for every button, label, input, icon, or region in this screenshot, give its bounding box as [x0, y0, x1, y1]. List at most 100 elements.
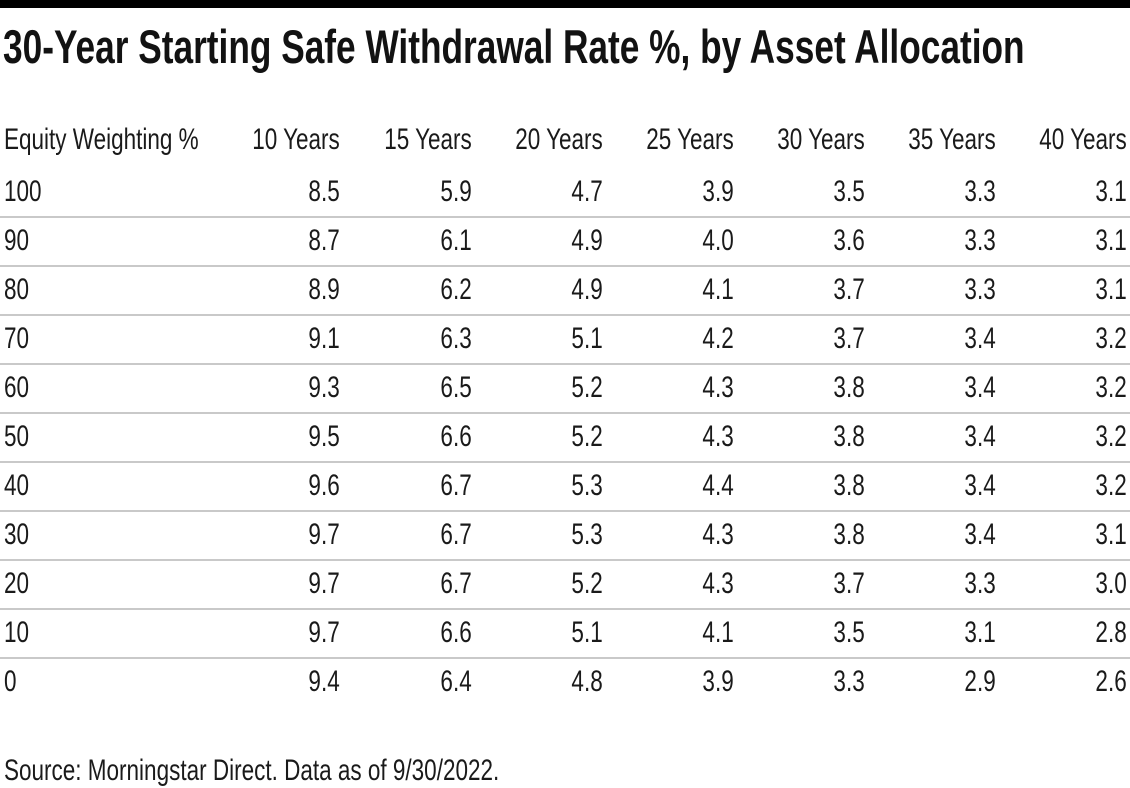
source-note: Source: Morningstar Direct. Data as of 9…: [0, 754, 1130, 788]
cell-value: 90: [4, 224, 30, 258]
swr-value-cell: 4.1: [605, 264, 737, 315]
table-row-equity-0: 0 9.4 6.4 4.8 3.9 3.3 2.9 2.6: [0, 656, 1130, 706]
swr-value-cell: 3.7: [736, 558, 868, 609]
table-row-equity-20: 20 9.7 6.7 5.2 4.3 3.7 3.3 3.0: [0, 558, 1130, 609]
swr-value-cell: 3.3: [867, 215, 999, 266]
cell-value: 3.8: [833, 420, 865, 454]
cell-value: 4.3: [702, 567, 734, 601]
cell-value: 4.3: [702, 371, 734, 405]
cell-value: 3.1: [1095, 175, 1127, 209]
swr-value-cell: 8.5: [212, 169, 343, 217]
swr-value-cell: 3.4: [867, 362, 999, 413]
cell-value: 3.2: [1095, 420, 1127, 454]
cell-value: 5.3: [571, 469, 603, 503]
cell-value: 3.1: [1095, 518, 1127, 552]
equity-weighting-cell: 90: [0, 215, 212, 266]
col-header-label: 40 Years: [1039, 122, 1127, 156]
swr-value-cell: 9.5: [212, 411, 344, 462]
cell-value: 6.6: [439, 616, 472, 650]
cell-value: 8.5: [308, 175, 341, 209]
cell-value: 3.4: [964, 371, 996, 405]
cell-value: 6.3: [439, 322, 472, 356]
swr-value-cell: 5.9: [343, 169, 474, 217]
swr-value-cell: 6.7: [343, 558, 475, 609]
cell-value: 9.7: [308, 616, 341, 650]
swr-value-cell: 4.8: [474, 656, 606, 706]
cell-value: 5.2: [571, 420, 603, 454]
cell-value: 8.7: [308, 224, 341, 258]
swr-value-cell: 3.2: [998, 460, 1130, 511]
swr-value-cell: 6.3: [343, 313, 475, 364]
swr-value-cell: 9.4: [212, 656, 344, 706]
col-header-label: Equity Weighting %: [4, 122, 199, 156]
swr-value-cell: 3.0: [998, 558, 1130, 609]
swr-value-cell: 3.8: [736, 411, 868, 462]
swr-value-cell: 6.7: [343, 509, 475, 560]
swr-value-cell: 5.2: [474, 362, 606, 413]
swr-value-cell: 3.1: [998, 509, 1130, 560]
cell-value: 3.9: [702, 665, 734, 699]
swr-value-cell: 6.7: [343, 460, 475, 511]
cell-value: 4.9: [571, 273, 603, 307]
swr-value-cell: 3.8: [736, 460, 868, 511]
col-header-25-years: 25 Years: [605, 107, 736, 169]
swr-value-cell: 5.2: [474, 558, 606, 609]
table-row-equity-40: 40 9.6 6.7 5.3 4.4 3.8 3.4 3.2: [0, 460, 1130, 511]
cell-value: 5.1: [571, 616, 603, 650]
cell-value: 40: [4, 469, 30, 503]
col-header-15-years: 15 Years: [343, 107, 474, 169]
cell-value: 3.3: [964, 567, 996, 601]
cell-value: 3.1: [1095, 224, 1127, 258]
swr-value-cell: 4.2: [605, 313, 737, 364]
table-row-equity-60: 60 9.3 6.5 5.2 4.3 3.8 3.4 3.2: [0, 362, 1130, 413]
col-header-10-years: 10 Years: [212, 107, 343, 169]
swr-value-cell: 4.3: [605, 411, 737, 462]
swr-value-cell: 6.2: [343, 264, 475, 315]
cell-value: 8.9: [308, 273, 341, 307]
table-row-equity-100: 100 8.5 5.9 4.7 3.9 3.5 3.3 3.1: [0, 169, 1130, 217]
swr-value-cell: 3.4: [867, 509, 999, 560]
equity-weighting-cell: 0: [0, 656, 212, 706]
swr-value-cell: 4.4: [605, 460, 737, 511]
swr-value-cell: 3.4: [867, 411, 999, 462]
swr-value-cell: 3.5: [736, 607, 868, 658]
swr-value-cell: 2.9: [867, 656, 999, 706]
cell-value: 9.7: [308, 518, 341, 552]
swr-value-cell: 3.1: [867, 607, 999, 658]
cell-value: 5.3: [571, 518, 603, 552]
cell-value: 6.7: [439, 469, 472, 503]
swr-value-cell: 3.4: [867, 460, 999, 511]
swr-value-cell: 4.1: [605, 607, 737, 658]
swr-value-cell: 4.3: [605, 509, 737, 560]
cell-value: 3.3: [964, 175, 996, 209]
swr-value-cell: 9.6: [212, 460, 344, 511]
swr-value-cell: 3.1: [998, 215, 1130, 266]
page-title-text: 30-Year Starting Safe Withdrawal Rate %,…: [3, 20, 1025, 73]
cell-value: 3.5: [833, 616, 865, 650]
swr-value-cell: 3.8: [736, 362, 868, 413]
cell-value: 9.1: [308, 322, 341, 356]
cell-value: 3.3: [964, 273, 996, 307]
cell-value: 6.7: [439, 567, 472, 601]
swr-value-cell: 4.0: [605, 215, 737, 266]
swr-value-cell: 3.3: [736, 656, 868, 706]
col-header-label: 30 Years: [777, 122, 865, 156]
swr-value-cell: 5.3: [474, 460, 606, 511]
cell-value: 4.0: [702, 224, 734, 258]
cell-value: 100: [4, 175, 42, 209]
swr-value-cell: 3.3: [867, 264, 999, 315]
col-header-label: 15 Years: [383, 122, 472, 156]
cell-value: 3.4: [964, 518, 996, 552]
swr-value-cell: 3.5: [737, 169, 868, 217]
cell-value: 2.9: [964, 665, 996, 699]
table-row-equity-70: 70 9.1 6.3 5.1 4.2 3.7 3.4 3.2: [0, 313, 1130, 364]
swr-value-cell: 3.2: [998, 411, 1130, 462]
equity-weighting-cell: 70: [0, 313, 212, 364]
table-row-equity-80: 80 8.9 6.2 4.9 4.1 3.7 3.3 3.1: [0, 264, 1130, 315]
swr-value-cell: 9.1: [212, 313, 344, 364]
col-header-label: 25 Years: [645, 122, 734, 156]
swr-value-cell: 3.7: [736, 264, 868, 315]
swr-value-cell: 3.6: [736, 215, 868, 266]
cell-value: 6.5: [439, 371, 472, 405]
col-header-30-years: 30 Years: [737, 107, 868, 169]
